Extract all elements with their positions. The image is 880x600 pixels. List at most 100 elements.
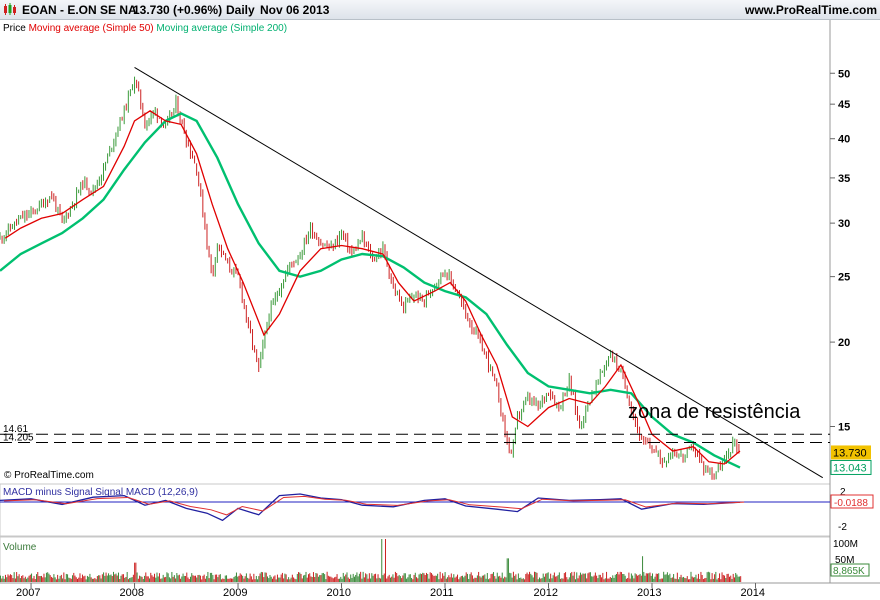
volume-bar (237, 576, 239, 582)
volume-bar (719, 573, 721, 582)
volume-bar (531, 575, 533, 582)
volume-bar (353, 576, 355, 582)
volume-bar (129, 577, 131, 582)
volume-bar (645, 573, 647, 582)
volume-bar (591, 576, 593, 582)
volume-bar (541, 578, 543, 582)
volume-bar (673, 574, 675, 582)
volume-bar (444, 572, 446, 582)
volume-bar (638, 574, 640, 582)
volume-bar (562, 578, 564, 582)
volume-bar (43, 573, 45, 582)
volume-bar (305, 571, 307, 582)
volume-bar (115, 573, 117, 582)
volume-bar (324, 574, 326, 582)
volume-bar (557, 574, 559, 582)
volume-value-label: 8,865K (833, 566, 865, 577)
volume-bar (648, 573, 650, 582)
volume-bar (257, 579, 259, 582)
volume-bar (255, 575, 257, 582)
volume-bar (380, 578, 382, 582)
volume-bar (341, 578, 343, 582)
volume-bar (553, 572, 555, 582)
volume-bar (644, 575, 646, 582)
volume-bar (120, 575, 122, 582)
volume-bar (552, 575, 554, 582)
volume-bar (47, 572, 49, 582)
volume-bar (486, 572, 488, 582)
volume-bar (227, 578, 229, 582)
volume-bar (322, 572, 324, 582)
volume-value-box (830, 563, 870, 577)
volume-bar (176, 573, 178, 582)
volume-bar (355, 574, 357, 582)
volume-bar (73, 572, 75, 582)
volume-bar (439, 571, 441, 582)
volume-bar (259, 573, 261, 582)
volume-bar (679, 577, 681, 582)
volume-bar (588, 572, 590, 582)
volume-bar (735, 572, 737, 582)
volume-bar (296, 573, 298, 582)
volume-bar (637, 575, 639, 582)
volume-bar (340, 576, 342, 582)
volume-bar (725, 577, 727, 582)
volume-bar (165, 576, 167, 582)
volume-bar (145, 572, 147, 582)
volume-bar (529, 571, 531, 582)
volume-bar (386, 578, 388, 582)
site-url[interactable]: www.ProRealTime.com (745, 3, 878, 17)
volume-bar (24, 576, 26, 582)
volume-bar (694, 577, 696, 582)
volume-bar (183, 575, 185, 582)
volume-bar (394, 571, 396, 582)
volume-bar (346, 572, 348, 582)
price-tick-label: 35 (838, 173, 850, 185)
time-tick-label: 2012 (534, 587, 558, 599)
volume-bar (303, 575, 305, 582)
volume-bar (264, 572, 266, 582)
volume-bar (258, 576, 260, 582)
volume-bar (64, 579, 66, 582)
volume-bar (211, 572, 213, 582)
volume-bar (471, 575, 473, 582)
volume-bar (21, 575, 23, 582)
volume-bar (599, 574, 601, 582)
volume-bar (36, 574, 38, 582)
volume-bar (155, 577, 157, 582)
volume-bar (347, 577, 349, 582)
volume-bar (643, 571, 645, 582)
volume-bar (514, 575, 516, 582)
volume-bar (617, 571, 619, 582)
volume-bar (620, 572, 622, 582)
volume-bar (286, 579, 288, 582)
volume-bar (250, 576, 252, 582)
volume-bar (442, 573, 444, 582)
volume-bar (199, 575, 201, 582)
volume-bar (688, 579, 690, 582)
volume-bar (192, 575, 194, 582)
volume-bar (619, 571, 621, 582)
price-tick-label: 25 (838, 272, 850, 284)
volume-bar (622, 573, 624, 582)
volume-bar (578, 575, 580, 582)
volume-bar (161, 578, 163, 582)
legend-ma50: Moving average (Simple 50) (28, 23, 154, 34)
volume-bar (79, 573, 81, 582)
volume-bar (507, 558, 509, 582)
volume-bar (69, 578, 71, 582)
volume-bar (577, 578, 579, 582)
volume-bar (684, 577, 686, 582)
volume-bar (2, 575, 4, 582)
volume-bar (440, 578, 442, 582)
volume-bar (536, 572, 538, 582)
macd-value-label: -0.0188 (834, 498, 868, 509)
volume-bar (721, 572, 723, 582)
volume-bar (427, 573, 429, 582)
volume-bar (582, 573, 584, 582)
volume-bar (498, 576, 499, 582)
volume-bar (715, 571, 717, 582)
volume-bar (245, 573, 247, 582)
volume-bar (401, 578, 403, 582)
volume-bar (12, 578, 14, 582)
